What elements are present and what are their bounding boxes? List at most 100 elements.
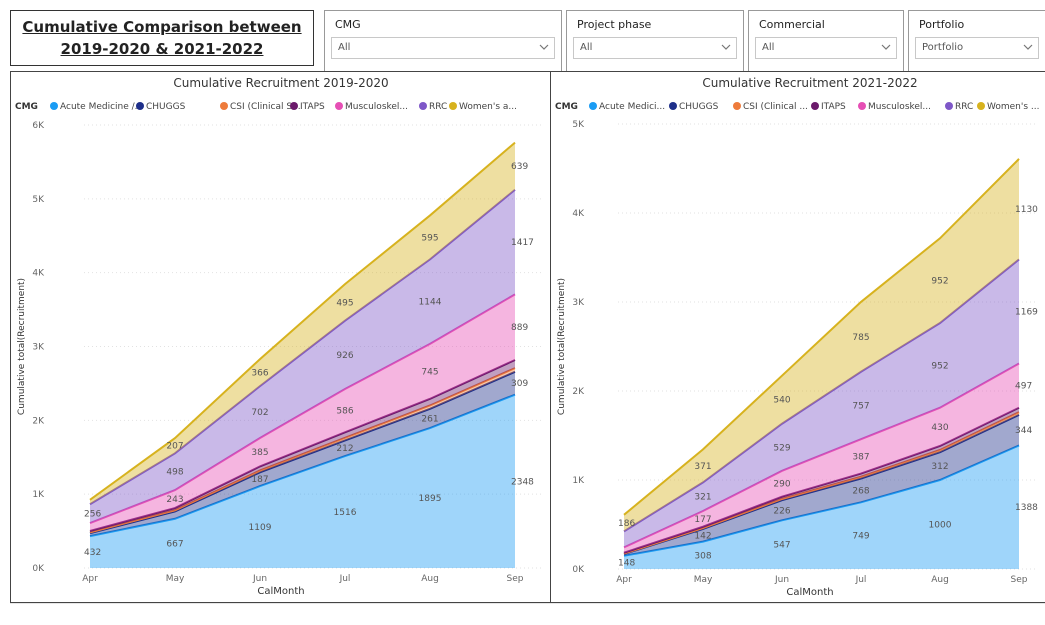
legend-label: RRC xyxy=(955,102,973,112)
legend-label: CHUGGS xyxy=(146,102,186,112)
area-rrc[interactable] xyxy=(90,189,515,524)
slicer-cmg-dropdown[interactable]: All xyxy=(331,37,555,59)
legend-item[interactable]: Musculoskel... xyxy=(335,102,408,112)
legend-label: Musculoskel... xyxy=(345,102,408,112)
series-line-womens[interactable] xyxy=(623,158,1020,516)
y-tick-label: 5K xyxy=(572,120,585,130)
x-tick-label: Jun xyxy=(774,575,789,585)
series-line-musculo[interactable] xyxy=(623,362,1020,549)
legend-item[interactable]: Musculoskel... xyxy=(858,102,931,112)
slicer-portfolio-dropdown[interactable]: Portfolio xyxy=(915,37,1039,59)
series-line-chuggs[interactable] xyxy=(89,370,516,535)
legend-item[interactable]: CSI (Clinical S... xyxy=(220,102,301,112)
y-tick-label: 6K xyxy=(32,121,45,131)
legend-marker xyxy=(669,102,677,110)
legend-marker xyxy=(220,102,228,110)
legend-marker xyxy=(945,102,953,110)
data-labels: 148 308 547 749 1000 1388 142 226 268 312 344 177 29… xyxy=(618,205,1038,568)
legend-marker xyxy=(290,102,298,110)
series-line-musculo[interactable] xyxy=(89,293,516,525)
data-label: 371 xyxy=(694,462,711,472)
y-tick-label: 1K xyxy=(572,476,585,486)
data-label: 745 xyxy=(421,367,438,377)
legend-item[interactable]: RRC xyxy=(419,102,447,112)
legend-marker xyxy=(589,102,597,110)
area-acute[interactable] xyxy=(624,445,1019,569)
legend-item[interactable]: Women's ... xyxy=(977,102,1040,112)
x-tick-label: Sep xyxy=(1011,575,1028,585)
slicer-project-phase-dropdown[interactable]: All xyxy=(573,37,737,59)
chevron-down-icon xyxy=(539,44,549,50)
chart-panel-2019-2020: Cumulative Recruitment 2019-2020 CMG Acute… xyxy=(10,71,551,603)
area-womens[interactable] xyxy=(624,158,1019,532)
legend-label: CHUGGS xyxy=(679,102,719,112)
data-label: 639 xyxy=(511,162,528,172)
data-label: 212 xyxy=(336,444,353,454)
data-label: 142 xyxy=(694,531,711,541)
series-line-acute[interactable] xyxy=(623,444,1020,557)
chart-title: Cumulative Recruitment 2021-2022 xyxy=(702,76,917,90)
legend-item[interactable]: ITAPS xyxy=(290,102,325,112)
slicer-commercial-label: Commercial xyxy=(759,18,825,31)
legend-item[interactable]: Acute Medici... xyxy=(589,102,665,112)
data-labels: 432 667 1109 1516 1895 2348 187 212 261 309 243 385… xyxy=(84,162,534,558)
chart-title: Cumulative Recruitment 2019-2020 xyxy=(173,76,388,90)
series-line-csi[interactable] xyxy=(623,411,1020,555)
y-tick-label: 0K xyxy=(32,564,45,574)
data-label: 1144 xyxy=(419,298,442,308)
y-tick-label: 3K xyxy=(32,343,45,353)
data-label: 547 xyxy=(773,541,790,551)
report-title: Cumulative Comparison between 2019-2020 … xyxy=(10,10,314,66)
area-musculo[interactable] xyxy=(624,363,1019,553)
area-rrc[interactable] xyxy=(624,259,1019,548)
slicer-cmg-value: All xyxy=(338,42,351,53)
series-line-womens[interactable] xyxy=(89,141,516,501)
series-line-itaps[interactable] xyxy=(623,406,1020,554)
series-line-itaps[interactable] xyxy=(89,359,516,532)
data-label: 207 xyxy=(166,442,183,452)
y-tick-label: 4K xyxy=(32,269,45,279)
legend-item[interactable]: CHUGGS xyxy=(136,102,186,112)
data-label: 1516 xyxy=(334,508,357,518)
legend-item[interactable]: CSI (Clinical ... xyxy=(733,102,808,112)
legend-label: RRC xyxy=(429,102,447,112)
data-label: 785 xyxy=(852,333,869,343)
slicer-commercial-dropdown[interactable]: All xyxy=(755,37,897,59)
area-acute[interactable] xyxy=(90,394,515,568)
stacked-areas xyxy=(623,158,1020,569)
data-label: 952 xyxy=(931,361,948,371)
y-axis-title: Cumulative total(Recruitment) xyxy=(557,278,567,415)
legend-item[interactable]: RRC xyxy=(945,102,973,112)
legend-title: CMG xyxy=(15,102,38,112)
x-tick-label: Jun xyxy=(252,574,267,584)
x-tick-label: May xyxy=(694,575,713,585)
data-label: 586 xyxy=(336,407,353,417)
data-label: 226 xyxy=(773,506,790,516)
legend-label: Women's ... xyxy=(987,102,1040,112)
legend-label: ITAPS xyxy=(821,102,846,112)
data-label: 595 xyxy=(421,233,438,243)
series-line-rrc[interactable] xyxy=(89,188,516,506)
slicer-cmg: CMG All xyxy=(324,10,562,72)
legend-item[interactable]: CHUGGS xyxy=(669,102,719,112)
data-label: 926 xyxy=(336,351,353,361)
data-label: 495 xyxy=(336,298,353,308)
data-label: 540 xyxy=(773,396,790,406)
legend-item[interactable]: ITAPS xyxy=(811,102,846,112)
data-label: 1109 xyxy=(249,523,272,533)
x-tick-label: Aug xyxy=(421,574,439,584)
series-line-acute[interactable] xyxy=(89,393,516,538)
series-line-csi[interactable] xyxy=(89,367,516,534)
legend-label: Musculoskel... xyxy=(868,102,931,112)
x-tick-label: Apr xyxy=(82,574,98,584)
data-label: 268 xyxy=(852,486,869,496)
series-line-rrc[interactable] xyxy=(623,258,1020,533)
x-tick-label: Apr xyxy=(616,575,632,585)
area-chart-2019-2020: Cumulative Recruitment 2019-2020 CMG Acute… xyxy=(15,76,543,597)
legend-item[interactable]: Acute Medicine /... xyxy=(50,102,143,112)
x-tick-label: May xyxy=(166,574,185,584)
chevron-down-icon xyxy=(1023,44,1033,50)
data-label: 497 xyxy=(1015,382,1032,392)
legend-item[interactable]: Women's a... xyxy=(449,102,517,112)
y-tick-label: 2K xyxy=(32,416,45,426)
